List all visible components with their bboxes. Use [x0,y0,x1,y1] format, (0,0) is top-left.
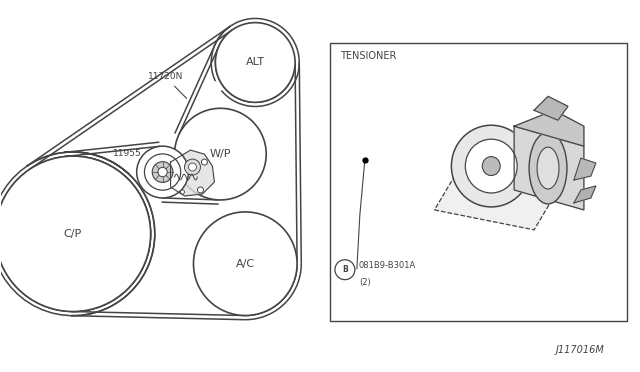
Polygon shape [574,186,596,203]
Text: 081B9-B301A: 081B9-B301A [359,261,416,270]
Circle shape [189,163,196,171]
Circle shape [202,159,207,165]
Text: W/P: W/P [210,149,231,159]
Polygon shape [171,150,214,196]
Circle shape [198,187,204,193]
Ellipse shape [483,157,500,176]
Circle shape [180,190,184,194]
Polygon shape [574,158,596,180]
Circle shape [158,167,167,177]
Text: 11955: 11955 [113,149,141,158]
Text: 11720N: 11720N [148,73,186,98]
Circle shape [335,260,355,280]
Ellipse shape [537,147,559,189]
Polygon shape [534,96,568,120]
Polygon shape [514,126,584,210]
Circle shape [137,146,189,198]
Circle shape [216,23,295,102]
Text: J117016M: J117016M [555,345,604,355]
Circle shape [193,212,297,315]
Circle shape [145,154,180,190]
Ellipse shape [529,132,567,204]
Text: TENSIONER: TENSIONER [340,51,396,61]
Circle shape [152,162,173,182]
Text: C/P: C/P [64,229,82,239]
Bar [330,42,627,321]
Circle shape [175,108,266,200]
Text: A/C: A/C [236,259,255,269]
Text: B: B [342,265,348,274]
Circle shape [184,159,200,175]
Text: (2): (2) [359,278,371,287]
Polygon shape [435,126,584,230]
Ellipse shape [451,125,531,207]
Circle shape [0,156,150,311]
Polygon shape [514,110,584,146]
Text: ALT: ALT [246,57,265,67]
Ellipse shape [465,139,517,193]
